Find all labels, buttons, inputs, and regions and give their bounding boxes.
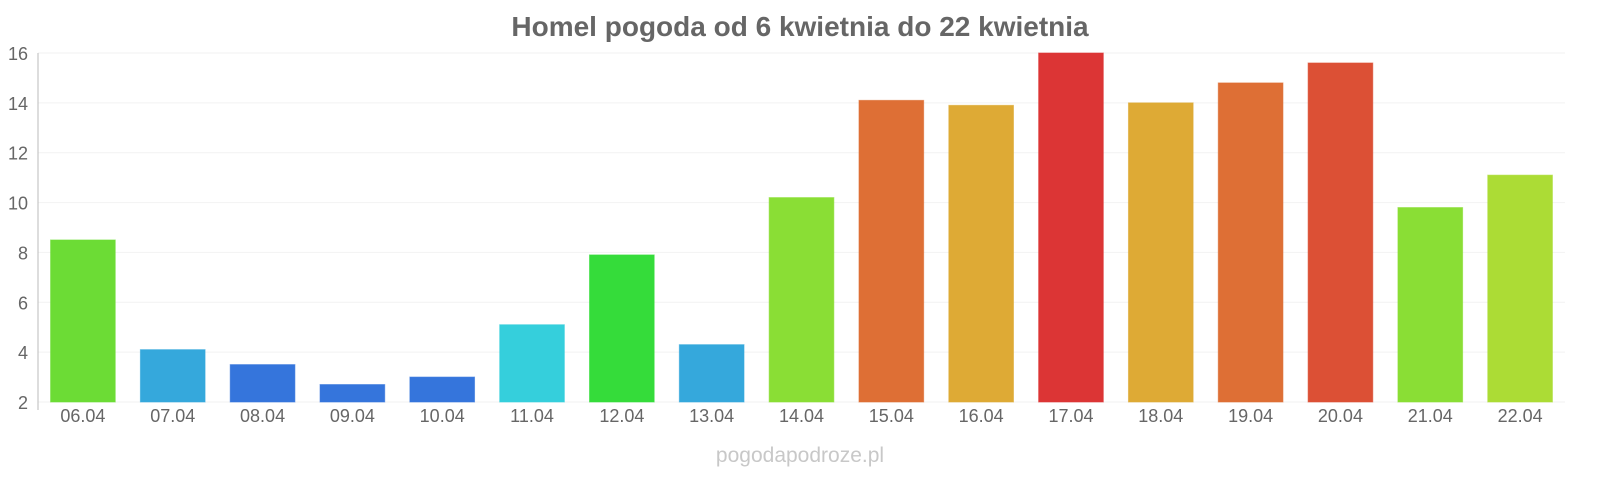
bar-18.04	[1127, 102, 1194, 403]
x-tick-label: 15.04	[869, 406, 914, 426]
x-tick-label: 09.04	[330, 406, 375, 426]
bar-16.04	[948, 104, 1014, 403]
x-tick-label: 16.04	[959, 406, 1004, 426]
chart-title: Homel pogoda od 6 kwietnia do 22 kwietni…	[511, 11, 1089, 42]
bar-20.04	[1307, 62, 1374, 403]
y-tick-label: 6	[18, 293, 28, 313]
bar-15.04	[858, 99, 925, 403]
x-tick-label: 19.04	[1228, 406, 1273, 426]
y-tick-label: 2	[18, 393, 28, 413]
x-tick-label: 12.04	[599, 406, 644, 426]
bar-12.04	[589, 254, 655, 403]
y-tick-label: 4	[18, 343, 28, 363]
x-tick-label: 21.04	[1408, 406, 1453, 426]
watermark: pogodapodroze.pl	[716, 444, 884, 467]
y-tick-label: 10	[8, 194, 28, 214]
bar-13.04	[678, 344, 745, 403]
bar-06.04	[50, 239, 116, 403]
bar-17.04	[1038, 52, 1104, 403]
bar-09.04	[319, 384, 386, 403]
bar-07.04	[139, 349, 206, 403]
bar-11.04	[499, 324, 565, 403]
x-tick-label: 08.04	[240, 406, 285, 426]
bar-21.04	[1397, 207, 1464, 403]
x-tick-label: 10.04	[420, 406, 465, 426]
y-tick-label: 16	[8, 44, 28, 64]
y-tick-label: 14	[8, 94, 28, 114]
x-tick-label: 14.04	[779, 406, 824, 426]
bar-22.04	[1487, 174, 1553, 403]
x-tick-label: 13.04	[689, 406, 734, 426]
y-tick-label: 12	[8, 144, 28, 164]
x-tick-label: 07.04	[150, 406, 195, 426]
bar-10.04	[409, 376, 476, 403]
y-tick-label: 8	[18, 243, 28, 263]
x-tick-label: 06.04	[60, 406, 105, 426]
x-tick-label: 17.04	[1048, 406, 1093, 426]
x-tick-label: 20.04	[1318, 406, 1363, 426]
x-tick-label: 11.04	[510, 406, 554, 426]
bar-19.04	[1217, 82, 1284, 403]
x-tick-label: 18.04	[1138, 406, 1183, 426]
x-tick-label: 22.04	[1498, 406, 1543, 426]
bar-14.04	[768, 197, 835, 403]
bar-08.04	[229, 364, 296, 403]
